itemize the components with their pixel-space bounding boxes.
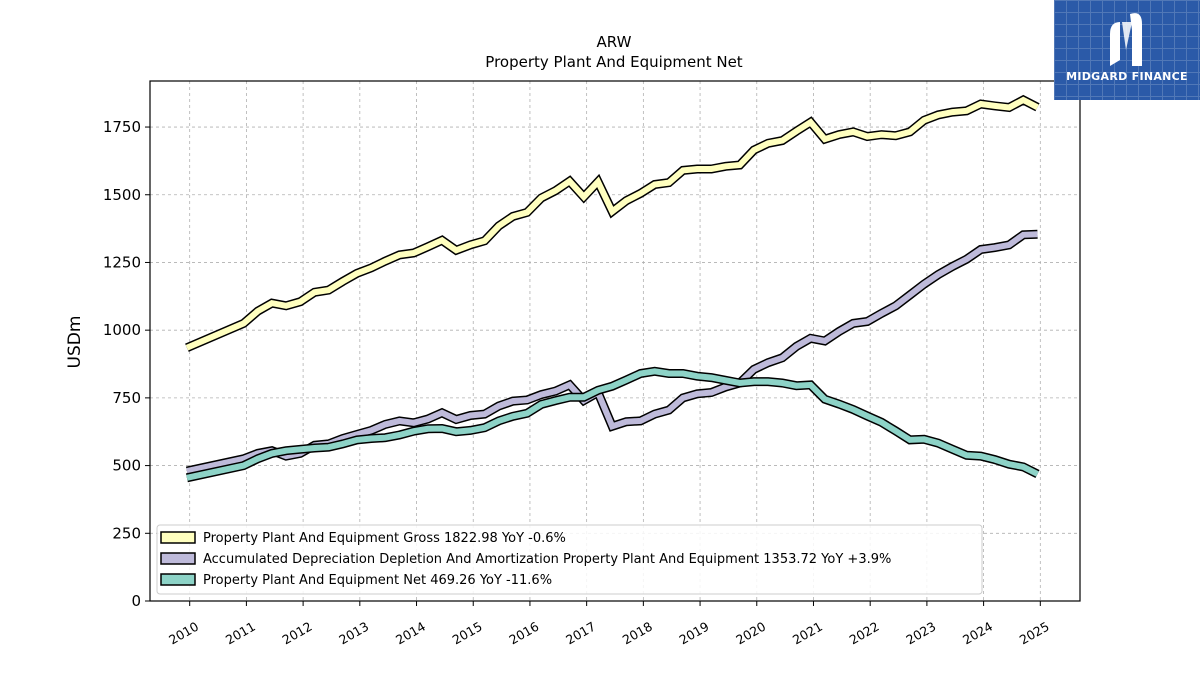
legend-swatch bbox=[160, 531, 196, 544]
legend-entry: Property Plant And Equipment Net 469.26 … bbox=[160, 573, 552, 588]
y-tick-label: 500 bbox=[112, 457, 141, 475]
legend-label: Property Plant And Equipment Gross 1822.… bbox=[203, 531, 566, 546]
brand-name: MIDGARD FINANCE bbox=[1066, 70, 1188, 83]
x-tick-label: 2013 bbox=[336, 619, 371, 648]
x-tick-label: 2010 bbox=[166, 619, 201, 648]
series-layer bbox=[185, 94, 1040, 483]
legend-entry: Accumulated Depreciation Depletion And A… bbox=[160, 552, 891, 567]
chart-title: ARW bbox=[597, 33, 632, 51]
legend-entry: Property Plant And Equipment Gross 1822.… bbox=[160, 531, 566, 546]
x-tick-label: 2024 bbox=[960, 619, 995, 648]
y-tick-label: 1250 bbox=[103, 253, 141, 271]
legend-label: Accumulated Depreciation Depletion And A… bbox=[203, 552, 891, 567]
x-tick-label: 2019 bbox=[677, 619, 712, 648]
series-line bbox=[186, 231, 1038, 474]
y-tick-label: 1000 bbox=[103, 321, 141, 339]
legend: Property Plant And Equipment Gross 1822.… bbox=[156, 524, 983, 595]
x-tick-label: 2014 bbox=[393, 619, 428, 648]
x-tick-label: 2018 bbox=[620, 619, 655, 648]
logo-mark-icon bbox=[1110, 13, 1142, 66]
x-tick-label: 2015 bbox=[450, 619, 485, 648]
legend-swatch bbox=[160, 552, 196, 565]
legend-label: Property Plant And Equipment Net 469.26 … bbox=[203, 573, 552, 588]
x-tick-label: 2021 bbox=[790, 619, 825, 648]
y-axis: 0 250 500 750 1000 1250 1500 1750 bbox=[103, 118, 150, 610]
x-tick-label: 2011 bbox=[223, 619, 258, 648]
brand-logo: MIDGARD FINANCE bbox=[1054, 0, 1200, 100]
x-tick-label: 2017 bbox=[563, 619, 598, 648]
y-tick-label: 250 bbox=[112, 524, 141, 542]
y-axis-label: USDm bbox=[65, 316, 85, 369]
series-1 bbox=[185, 94, 1040, 352]
y-tick-label: 750 bbox=[112, 389, 141, 407]
legend-swatch bbox=[160, 573, 196, 586]
series-line bbox=[186, 368, 1039, 481]
plot-frame bbox=[149, 80, 1081, 602]
grid bbox=[150, 81, 1080, 602]
chart-subtitle: Property Plant And Equipment Net bbox=[485, 53, 742, 71]
x-tick-label: 2025 bbox=[1017, 619, 1052, 648]
x-tick-label: 2012 bbox=[280, 619, 315, 648]
series-2 bbox=[185, 229, 1038, 476]
y-tick-label: 1500 bbox=[103, 186, 141, 204]
legend-box bbox=[156, 524, 983, 595]
series-line-outline bbox=[185, 94, 1040, 352]
series-3 bbox=[185, 366, 1040, 483]
x-tick-label: 2023 bbox=[903, 619, 938, 648]
x-tick-label: 2022 bbox=[847, 619, 882, 648]
series-line bbox=[185, 96, 1039, 351]
x-tick-label: 2020 bbox=[733, 619, 768, 648]
y-tick-label: 1750 bbox=[103, 118, 141, 136]
x-axis: 2010 2011 2012 2013 2014 2015 2016 2017 2018 2019… bbox=[166, 601, 1052, 648]
y-tick-label: 0 bbox=[131, 592, 141, 610]
x-tick-label: 2016 bbox=[506, 619, 541, 648]
